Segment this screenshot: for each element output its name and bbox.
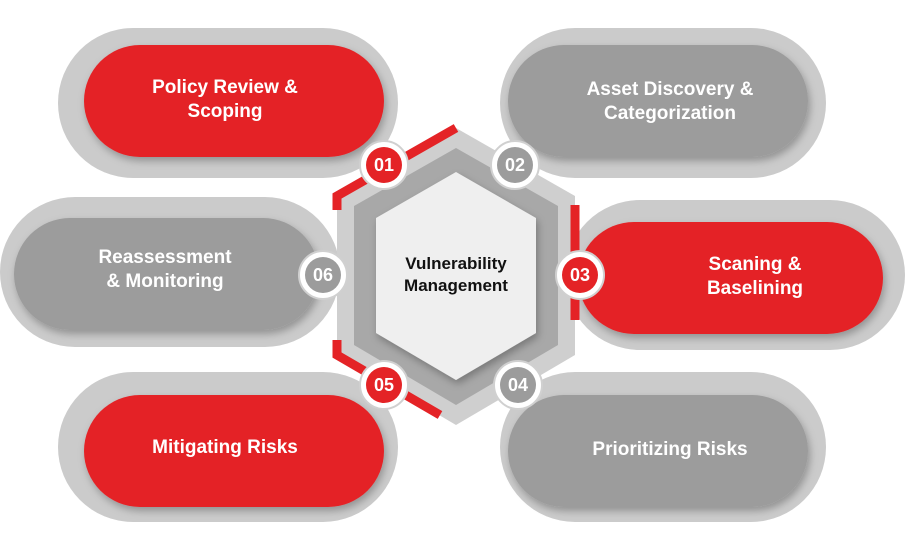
step-03-pill bbox=[578, 222, 883, 334]
hexagon-red-segment-top-left bbox=[332, 124, 459, 210]
step-05-pill bbox=[84, 395, 384, 507]
step-02-line2: Categorization bbox=[604, 103, 736, 124]
step-03-label: Scaning & Baselining bbox=[640, 247, 870, 307]
step-01-pill bbox=[84, 45, 384, 157]
step-02-line1: Asset Discovery & bbox=[586, 79, 754, 100]
step-05-label: Mitigating Risks bbox=[110, 418, 340, 478]
step-06-line1: Reassessment bbox=[98, 247, 232, 268]
step-05-line1: Mitigating Risks bbox=[152, 437, 298, 458]
step-01-line2: Scoping bbox=[187, 101, 263, 122]
badge-03 bbox=[555, 250, 605, 300]
step-01-label: Policy Review & Scoping bbox=[110, 70, 340, 130]
badge-01 bbox=[359, 140, 409, 190]
step-06-pill bbox=[14, 218, 319, 330]
step-03-line1: Scaning & bbox=[708, 254, 802, 275]
center-title-line2: Management bbox=[404, 276, 508, 295]
step-02-label: Asset Discovery & Categorization bbox=[555, 72, 785, 132]
step-04-label: Prioritizing Risks bbox=[555, 420, 785, 480]
hexagon-core bbox=[376, 172, 536, 380]
badge-02-number: 02 bbox=[504, 154, 526, 175]
step-02-pill bbox=[508, 45, 808, 157]
badge-01-number: 01 bbox=[373, 154, 395, 175]
badge-06-number: 06 bbox=[312, 264, 334, 285]
badge-05 bbox=[359, 360, 409, 410]
badge-03-number: 03 bbox=[569, 264, 591, 285]
badge-05-number: 05 bbox=[373, 374, 395, 395]
badge-06 bbox=[298, 250, 348, 300]
step-06-line2: & Monitoring bbox=[106, 271, 224, 292]
step-04-line1: Prioritizing Risks bbox=[592, 439, 748, 460]
badge-02 bbox=[490, 140, 540, 190]
badge-04 bbox=[493, 360, 543, 410]
center-title-line1: Vulnerability bbox=[405, 254, 507, 273]
step-01-line1: Policy Review & bbox=[152, 77, 298, 98]
step-04-pill bbox=[508, 395, 808, 507]
step-06-label: Reassessment & Monitoring bbox=[50, 240, 280, 300]
center-title: Vulnerability Management bbox=[376, 240, 536, 310]
badge-04-number: 04 bbox=[507, 374, 529, 395]
step-03-line2: Baselining bbox=[706, 278, 804, 299]
